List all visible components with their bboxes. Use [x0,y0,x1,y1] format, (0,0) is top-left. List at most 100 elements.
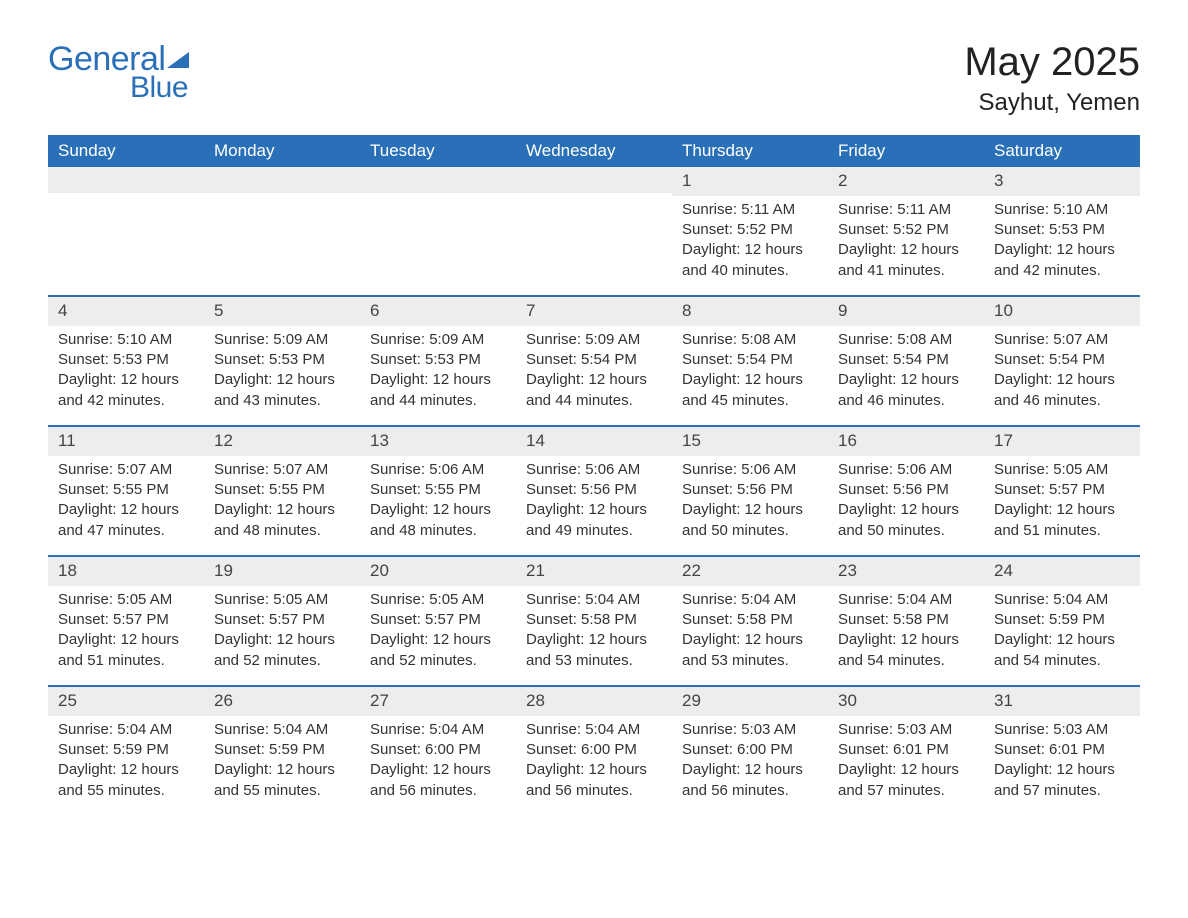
sunrise-line: Sunrise: 5:03 AM [682,720,818,740]
calendar-cell: 16Sunrise: 5:06 AMSunset: 5:56 PMDayligh… [828,427,984,555]
cell-body: Sunrise: 5:08 AMSunset: 5:54 PMDaylight:… [672,326,828,419]
cell-body: Sunrise: 5:04 AMSunset: 5:59 PMDaylight:… [48,716,204,809]
daylight-line: Daylight: 12 hours and 53 minutes. [682,630,818,671]
daylight-line: Daylight: 12 hours and 57 minutes. [838,760,974,801]
month-year: May 2025 [964,40,1140,85]
sunset-line: Sunset: 5:58 PM [682,610,818,630]
cell-body: Sunrise: 5:03 AMSunset: 6:00 PMDaylight:… [672,716,828,809]
sunrise-line: Sunrise: 5:09 AM [214,330,350,350]
cell-body: Sunrise: 5:09 AMSunset: 5:53 PMDaylight:… [360,326,516,419]
sunrise-line: Sunrise: 5:04 AM [214,720,350,740]
calendar-cell: 13Sunrise: 5:06 AMSunset: 5:55 PMDayligh… [360,427,516,555]
day-number: 8 [672,297,828,326]
calendar-cell: 7Sunrise: 5:09 AMSunset: 5:54 PMDaylight… [516,297,672,425]
day-header-cell: Monday [204,135,360,167]
sunrise-line: Sunrise: 5:11 AM [682,200,818,220]
sunrise-line: Sunrise: 5:04 AM [994,590,1130,610]
daylight-line: Daylight: 12 hours and 47 minutes. [58,500,194,541]
day-number: 13 [360,427,516,456]
sunset-line: Sunset: 5:52 PM [682,220,818,240]
calendar-cell [48,167,204,295]
day-number: 9 [828,297,984,326]
day-number [48,167,204,193]
sunrise-line: Sunrise: 5:10 AM [994,200,1130,220]
day-number: 16 [828,427,984,456]
daylight-line: Daylight: 12 hours and 54 minutes. [838,630,974,671]
sunset-line: Sunset: 5:53 PM [994,220,1130,240]
cell-body: Sunrise: 5:07 AMSunset: 5:55 PMDaylight:… [204,456,360,549]
daylight-line: Daylight: 12 hours and 50 minutes. [838,500,974,541]
sunset-line: Sunset: 5:55 PM [58,480,194,500]
sunrise-line: Sunrise: 5:07 AM [58,460,194,480]
day-number: 10 [984,297,1140,326]
sunset-line: Sunset: 5:59 PM [214,740,350,760]
calendar-cell: 2Sunrise: 5:11 AMSunset: 5:52 PMDaylight… [828,167,984,295]
day-number: 23 [828,557,984,586]
day-number: 22 [672,557,828,586]
daylight-line: Daylight: 12 hours and 46 minutes. [994,370,1130,411]
day-header-cell: Friday [828,135,984,167]
sunset-line: Sunset: 5:55 PM [214,480,350,500]
calendar-cell: 11Sunrise: 5:07 AMSunset: 5:55 PMDayligh… [48,427,204,555]
cell-body: Sunrise: 5:04 AMSunset: 5:58 PMDaylight:… [516,586,672,679]
day-header-cell: Tuesday [360,135,516,167]
calendar-cell: 20Sunrise: 5:05 AMSunset: 5:57 PMDayligh… [360,557,516,685]
sunset-line: Sunset: 5:54 PM [526,350,662,370]
sunset-line: Sunset: 5:56 PM [526,480,662,500]
sunset-line: Sunset: 5:59 PM [58,740,194,760]
sunset-line: Sunset: 5:53 PM [58,350,194,370]
day-number: 18 [48,557,204,586]
cell-body: Sunrise: 5:11 AMSunset: 5:52 PMDaylight:… [828,196,984,289]
daylight-line: Daylight: 12 hours and 42 minutes. [994,240,1130,281]
calendar-cell: 5 Sunrise: 5:09 AMSunset: 5:53 PMDaylight… [204,297,360,425]
cell-body: Sunrise: 5:10 AMSunset: 5:53 PMDaylight:… [984,196,1140,289]
sunrise-line: Sunrise: 5:09 AM [370,330,506,350]
cell-body [204,193,360,289]
daylight-line: Daylight: 12 hours and 55 minutes. [214,760,350,801]
day-number: 31 [984,687,1140,716]
daylight-line: Daylight: 12 hours and 40 minutes. [682,240,818,281]
calendar-cell: 29Sunrise: 5:03 AMSunset: 6:00 PMDayligh… [672,687,828,815]
day-number: 20 [360,557,516,586]
title-block: May 2025 Sayhut, Yemen [964,40,1140,117]
calendar-cell: 3Sunrise: 5:10 AMSunset: 5:53 PMDaylight… [984,167,1140,295]
cell-body: Sunrise: 5:04 AMSunset: 5:59 PMDaylight:… [984,586,1140,679]
daylight-line: Daylight: 12 hours and 54 minutes. [994,630,1130,671]
calendar-cell: 24Sunrise: 5:04 AMSunset: 5:59 PMDayligh… [984,557,1140,685]
daylight-line: Daylight: 12 hours and 51 minutes. [994,500,1130,541]
cell-body: Sunrise: 5:11 AMSunset: 5:52 PMDaylight:… [672,196,828,289]
sunset-line: Sunset: 5:54 PM [838,350,974,370]
week-row: 25Sunrise: 5:04 AMSunset: 5:59 PMDayligh… [48,685,1140,815]
day-number: 25 [48,687,204,716]
cell-body: Sunrise: 5:03 AMSunset: 6:01 PMDaylight:… [828,716,984,809]
week-row: 4Sunrise: 5:10 AMSunset: 5:53 PMDaylight… [48,295,1140,425]
day-number: 21 [516,557,672,586]
sunrise-line: Sunrise: 5:07 AM [994,330,1130,350]
calendar-cell [516,167,672,295]
calendar-cell: 17Sunrise: 5:05 AMSunset: 5:57 PMDayligh… [984,427,1140,555]
daylight-line: Daylight: 12 hours and 57 minutes. [994,760,1130,801]
day-number: 3 [984,167,1140,196]
sunset-line: Sunset: 6:00 PM [370,740,506,760]
sunset-line: Sunset: 5:52 PM [838,220,974,240]
calendar-cell: 30Sunrise: 5:03 AMSunset: 6:01 PMDayligh… [828,687,984,815]
sunrise-line: Sunrise: 5:04 AM [58,720,194,740]
sunset-line: Sunset: 5:56 PM [838,480,974,500]
sunset-line: Sunset: 6:00 PM [682,740,818,760]
logo: General Blue [48,40,189,105]
day-number: 6 [360,297,516,326]
day-number: 5 [204,297,360,326]
sunset-line: Sunset: 5:53 PM [214,350,350,370]
day-header-cell: Thursday [672,135,828,167]
sunrise-line: Sunrise: 5:04 AM [682,590,818,610]
daylight-line: Daylight: 12 hours and 48 minutes. [214,500,350,541]
cell-body [516,193,672,289]
day-number: 7 [516,297,672,326]
week-row: 1Sunrise: 5:11 AMSunset: 5:52 PMDaylight… [48,167,1140,295]
daylight-line: Daylight: 12 hours and 43 minutes. [214,370,350,411]
calendar-cell: 4Sunrise: 5:10 AMSunset: 5:53 PMDaylight… [48,297,204,425]
calendar: SundayMondayTuesdayWednesdayThursdayFrid… [48,135,1140,815]
cell-body: Sunrise: 5:04 AMSunset: 5:59 PMDaylight:… [204,716,360,809]
cell-body: Sunrise: 5:07 AMSunset: 5:55 PMDaylight:… [48,456,204,549]
day-number: 27 [360,687,516,716]
